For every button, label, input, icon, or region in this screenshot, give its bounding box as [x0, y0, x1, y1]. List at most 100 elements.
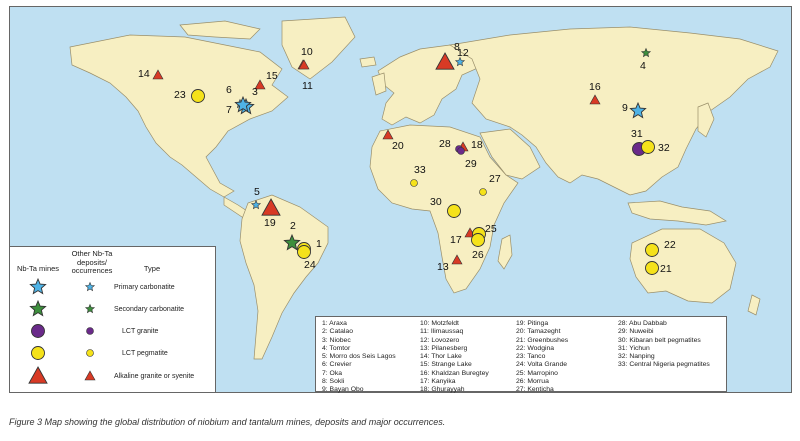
key-item: 20: Tamazeght: [516, 328, 561, 336]
legend-symbol-mine-lct_pegmatite: [31, 346, 45, 360]
site-marker-29: [457, 147, 465, 155]
map-legend: Nb-Ta mines Other Nb-Ta deposits/ occurr…: [9, 246, 216, 393]
key-column-2: 10: Motzfeldt 11: Ilimaussaq 12: Lovozero 1…: [420, 320, 489, 395]
site-number-label: 30: [430, 196, 442, 208]
site-marker-26: [471, 233, 485, 247]
site-number-label: 20: [392, 140, 404, 152]
key-item: 17: Kanyika: [420, 378, 456, 386]
site-number-label: 7: [226, 104, 232, 116]
key-item: 29: Nuweibi: [618, 328, 654, 336]
site-number-label: 21: [660, 263, 672, 275]
site-number-label: 11: [302, 80, 313, 92]
landmass-new-zealand: [747, 294, 761, 316]
site-number-label: 29: [465, 158, 477, 170]
legend-label-lct-pegmatite: LCT pegmatite: [122, 350, 168, 357]
key-item: 1: Araxa: [322, 320, 347, 327]
site-number-label: 9: [622, 102, 628, 114]
landmass-iceland: [359, 56, 377, 68]
site-number-label: 26: [472, 249, 484, 261]
key-item: 5: Morro dos Seis Lagos: [322, 353, 396, 361]
site-number-label: 4: [640, 60, 646, 72]
key-column-4: 28: Abu Dabbab 29: Nuweibi 30: Kibaran bel…: [618, 320, 710, 370]
site-number-label: 5: [254, 186, 260, 198]
world-map-svg: [69, 16, 779, 360]
key-item: 22: Wodgina: [516, 344, 555, 352]
key-item: 2: Catalao: [322, 328, 353, 336]
site-marker-21: [645, 261, 659, 275]
site-number-label: 13: [437, 261, 449, 273]
site-marker-8: [454, 56, 466, 67]
legend-symbol-other-lct_pegmatite: [86, 349, 94, 357]
key-item: 24: Volta Grande: [516, 361, 568, 369]
site-marker-32: [641, 140, 655, 154]
landmass-arabia: [479, 128, 541, 180]
key-item: 26: Morrua: [516, 378, 549, 386]
key-item: 19: Pitinga: [516, 320, 549, 327]
legend-header-mines: Nb-Ta mines: [16, 264, 60, 273]
site-marker-11: [298, 59, 310, 70]
site-marker-23: [191, 89, 205, 103]
landmass-greenland: [281, 16, 356, 80]
legend-label-alkaline: Alkaline granite or syenite: [114, 373, 195, 380]
site-marker-15: [254, 79, 266, 90]
site-marker-12: [435, 52, 455, 70]
site-number-label: 19: [264, 217, 276, 229]
site-marker-22: [645, 243, 659, 257]
site-marker-30: [447, 204, 461, 218]
key-item: 3: Niobec: [322, 336, 351, 344]
site-number-label: 3: [252, 86, 258, 98]
site-marker-33: [410, 179, 418, 187]
site-number-label: 27: [489, 173, 501, 185]
landmass-south-america: [239, 194, 329, 360]
key-item: 21: Greenbushes: [516, 336, 569, 344]
site-number-label: 24: [304, 259, 316, 271]
site-marker-4: [640, 47, 652, 58]
key-column-3: 19: Pitinga 20: Tamazeght 21: Greenbushes 2…: [516, 320, 568, 395]
legend-header-type: Type: [143, 264, 161, 273]
landmass-british-isles: [371, 72, 387, 96]
key-item: 13: Pilanesberg: [420, 344, 468, 352]
site-number-label: 10: [301, 46, 313, 58]
key-item: 16: Khaldzan Buregtey: [420, 369, 489, 377]
site-marker-19: [261, 198, 281, 216]
legend-symbol-mine-alkaline: [28, 366, 48, 384]
site-number-label: 12: [457, 47, 469, 59]
legend-symbol-mine-secondary_carbonatite: [29, 299, 47, 317]
legend-label-lct-granite: LCT granite: [122, 328, 159, 335]
legend-symbol-other-alkaline: [84, 370, 96, 381]
key-column-1: 1: Araxa 2: Catalao 3: Niobec 4: Tomtor 5: M…: [322, 320, 396, 395]
key-item: 32: Nanping: [618, 353, 655, 361]
site-number-label: 17: [450, 234, 462, 246]
key-item: 7: Oka: [322, 369, 343, 377]
key-item: 6: Crevier: [322, 361, 352, 369]
site-marker-27: [479, 188, 487, 196]
legend-label-primary-carbonatite: Primary carbonatite: [114, 284, 175, 291]
legend-symbol-mine-primary_carbonatite: [29, 277, 47, 295]
site-number-label: 33: [414, 164, 426, 176]
key-item: 23: Tanco: [516, 353, 546, 361]
site-number-label: 2: [290, 220, 296, 232]
site-number-label: 25: [485, 223, 497, 235]
key-item: 25: Marropino: [516, 369, 558, 377]
landmass-arctic-islands: [179, 20, 261, 40]
site-marker-14: [152, 69, 164, 80]
site-marker-9: [629, 101, 647, 119]
landmass-madagascar: [497, 234, 513, 270]
landmass-southeast-asia-islands: [627, 200, 727, 226]
key-item: 18: Ghurayyah: [420, 386, 465, 394]
site-marker-5: [250, 199, 262, 210]
site-number-label: 14: [138, 68, 150, 80]
key-item: 30: Kibaran belt pegmatites: [618, 336, 701, 344]
key-item: 14: Thor Lake: [420, 353, 462, 361]
landmass-japan: [697, 102, 715, 138]
key-item: 28: Abu Dabbab: [618, 320, 667, 327]
legend-label-secondary-carbonatite: Secondary carbonatite: [114, 306, 185, 313]
site-marker-24: [297, 245, 311, 259]
site-marker-20: [382, 129, 394, 140]
site-marker-7: [234, 95, 252, 113]
site-number-label: 15: [266, 70, 278, 82]
land-masses: [69, 16, 779, 360]
legend-header-other: Other Nb-Ta deposits/ occurrences: [71, 249, 113, 276]
site-marker-13: [451, 254, 463, 265]
site-number-label: 31: [631, 128, 643, 140]
